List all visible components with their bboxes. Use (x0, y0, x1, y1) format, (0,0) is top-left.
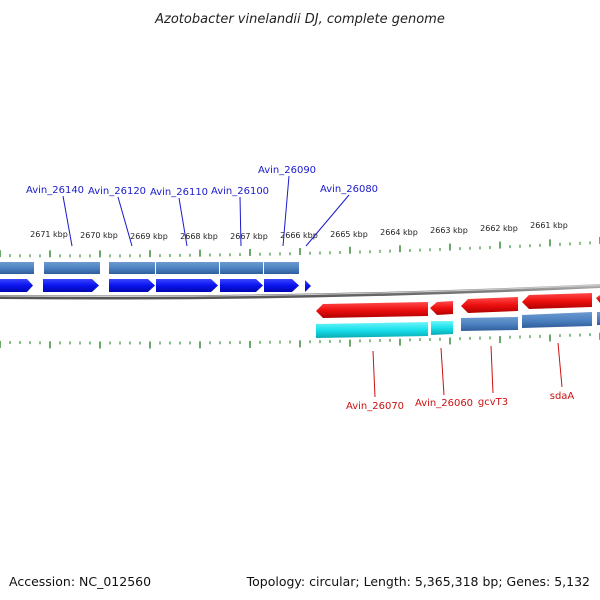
scale-label: 2667 kbp (230, 232, 268, 241)
reverse-gene-track (316, 293, 600, 318)
map-title: Azotobacter vinelandii DJ, complete geno… (154, 12, 445, 27)
inner-scale-ticks (0, 332, 600, 349)
gene-label[interactable]: Avin_26070 (346, 401, 404, 412)
gene-label[interactable]: gcvT3 (478, 397, 508, 408)
cds-block[interactable] (44, 262, 100, 274)
reverse-gene-labels: Avin_26070 Avin_26060 gcvT3 sdaA (346, 391, 574, 412)
cds-block[interactable] (0, 262, 34, 274)
scale-label: 2662 kbp (480, 224, 518, 233)
cds-block[interactable] (220, 262, 263, 274)
scale-label: 2664 kbp (380, 228, 418, 237)
gene-arrow-avin-26090[interactable] (264, 279, 299, 292)
gene-arrow-avin-26070[interactable] (316, 302, 428, 318)
cds-block[interactable] (156, 262, 219, 274)
gene-arrow[interactable] (596, 295, 600, 303)
genome-backbone (0, 284, 600, 300)
gene-label[interactable]: Avin_26140 (26, 185, 84, 196)
reverse-label-leaders (372, 342, 563, 398)
gene-arrow-gcvt3[interactable] (461, 297, 518, 313)
gene-label[interactable]: Avin_26090 (258, 165, 316, 176)
reverse-cds-track (316, 312, 600, 338)
forward-gene-track (0, 279, 311, 292)
scale-label: 2669 kbp (130, 232, 168, 241)
gene-label[interactable]: Avin_26060 (415, 398, 473, 409)
cds-block[interactable] (461, 317, 518, 331)
scale-label: 2670 kbp (80, 231, 118, 240)
gene-label[interactable]: Avin_26080 (320, 184, 378, 195)
gene-arrow-sdaa[interactable] (522, 293, 592, 309)
gene-arrow-avin-26060[interactable] (430, 301, 453, 315)
scale-labels: 2671 kbp 2670 kbp 2669 kbp 2668 kbp 2667… (30, 221, 568, 241)
gene-arrow-avin-26100[interactable] (220, 279, 263, 292)
gene-label[interactable]: Avin_26110 (150, 187, 208, 198)
cds-block[interactable] (109, 262, 155, 274)
cds-block-highlight[interactable] (431, 321, 453, 335)
forward-label-leaders (62, 175, 350, 247)
accession-text: Accession: NC_012560 (9, 574, 151, 589)
gene-label[interactable]: Avin_26100 (211, 186, 269, 197)
outer-scale-ticks (0, 236, 600, 258)
genome-backbone-highlight (0, 284, 600, 298)
gene-arrow[interactable] (0, 279, 33, 292)
scale-label: 2665 kbp (330, 230, 368, 239)
scale-label: 2668 kbp (180, 232, 218, 241)
cds-block[interactable] (264, 262, 299, 274)
forward-gene-labels: Avin_26140 Avin_26120 Avin_26110 Avin_26… (26, 165, 378, 198)
gene-label[interactable]: Avin_26120 (88, 186, 146, 197)
forward-cds-track (0, 262, 299, 274)
cds-block[interactable] (522, 312, 592, 328)
scale-label: 2671 kbp (30, 230, 68, 239)
gene-arrow-avin-26110[interactable] (156, 279, 218, 292)
scale-label: 2661 kbp (530, 221, 568, 230)
gene-label[interactable]: sdaA (550, 391, 575, 402)
cds-block[interactable] (597, 312, 600, 325)
cds-block-highlight[interactable] (316, 322, 428, 338)
scale-label: 2663 kbp (430, 226, 468, 235)
gene-arrow-avin-26140[interactable] (43, 279, 99, 292)
gene-arrow-avin-26080[interactable] (305, 280, 311, 292)
gene-arrow-avin-26120[interactable] (109, 279, 155, 292)
scale-label: 2666 kbp (280, 231, 318, 240)
genome-summary-text: Topology: circular; Length: 5,365,318 bp… (246, 574, 590, 589)
